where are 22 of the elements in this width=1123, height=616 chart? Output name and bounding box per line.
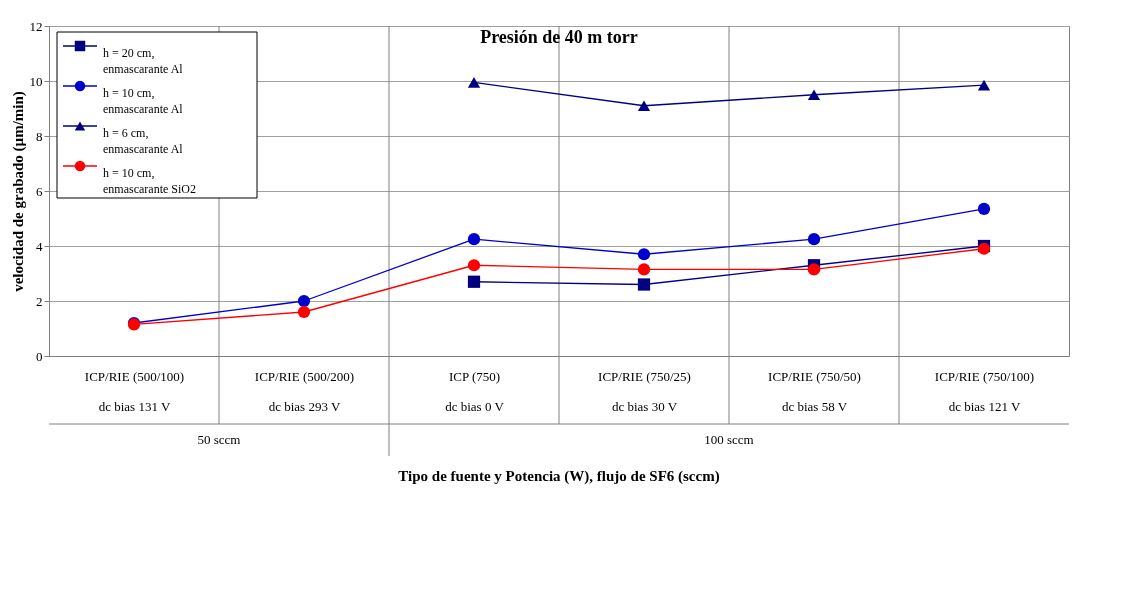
y-axis-title: velocidad de grabado (µm/min)	[9, 91, 27, 292]
y-tick-label: 10	[29, 73, 43, 89]
legend-label: h = 20 cm, enmascarante Al	[103, 46, 184, 76]
text: 100 sccm	[704, 432, 754, 447]
y-tick-label: 6	[36, 183, 43, 199]
x-tick-label: ICP/RIE (750/50) dc bias 58 V	[768, 368, 861, 414]
y-tick-label: 2	[36, 293, 43, 309]
x-axis-title: Tipo de fuente y Potencia (W), flujo de SF6 (sccm)	[398, 468, 720, 485]
y-tick-label: 8	[36, 128, 43, 144]
x-tick-label: ICP/RIE (750/100) dc bias 121 V	[934, 368, 1035, 414]
x-tick-label: ICP (750) dc bias 0 V	[445, 368, 505, 414]
text: 50 sccm	[197, 432, 241, 447]
y-tick-label: 12	[29, 18, 43, 34]
x-tick-label: ICP/RIE (500/100) dc bias 131 V	[84, 368, 185, 414]
x-tick-label: ICP/RIE (750/25) dc bias 30 V	[598, 368, 691, 414]
legend-label: h = 10 cm, enmascarante SiO2	[103, 166, 196, 196]
legend-label: h = 10 cm, enmascarante Al	[103, 86, 184, 116]
y-tick-label: 4	[36, 238, 43, 254]
y-tick-label: 0	[36, 348, 43, 364]
legend-label: h = 6 cm, enmascarante Al	[103, 126, 184, 156]
x-tick-label: ICP/RIE (500/200) dc bias 293 V	[254, 368, 355, 414]
chart-title: Presión de 40 m torr	[480, 27, 638, 47]
